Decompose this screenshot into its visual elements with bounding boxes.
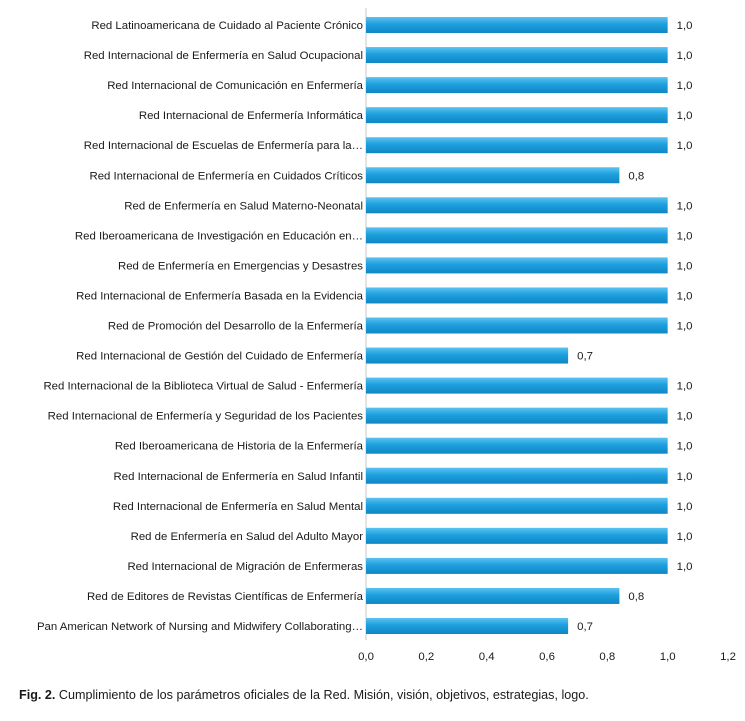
bar	[366, 437, 668, 454]
bar	[366, 77, 668, 94]
data-label: 0,8	[628, 591, 644, 603]
category-label: Red de Enfermería en Salud Materno-Neona…	[124, 200, 363, 212]
data-label: 1,0	[677, 50, 693, 62]
category-label: Red Internacional de Enfermería Basada e…	[76, 290, 364, 302]
data-label: 1,0	[677, 471, 693, 483]
bar	[366, 467, 668, 484]
bar	[366, 167, 620, 184]
category-label: Red Internacional de Enfermería en Cuida…	[89, 170, 363, 182]
figure-caption-label: Fig. 2.	[19, 688, 56, 702]
bars-group	[366, 17, 668, 634]
category-labels: Red Latinoamericana de Cuidado al Pacien…	[37, 20, 364, 633]
data-label: 1,0	[677, 20, 693, 32]
data-label: 1,0	[677, 260, 693, 272]
data-label: 0,8	[628, 170, 644, 182]
category-label: Red Internacional de Migración de Enferm…	[127, 561, 363, 573]
data-label: 1,0	[677, 230, 693, 242]
bar-chart: Red Latinoamericana de Cuidado al Pacien…	[37, 8, 736, 663]
data-label: 1,0	[677, 290, 693, 302]
data-label: 1,0	[677, 381, 693, 393]
data-label: 1,0	[677, 80, 693, 92]
x-tick-label: 0,4	[479, 651, 495, 663]
x-tick-label: 1,0	[660, 651, 676, 663]
data-label: 1,0	[677, 531, 693, 543]
category-label: Red Internacional de Enfermería Informát…	[139, 110, 364, 122]
bar	[366, 497, 668, 514]
bar	[366, 287, 668, 304]
category-label: Red Internacional de Enfermería y Seguri…	[48, 411, 364, 423]
category-label: Red Iberoamericana de Investigación en E…	[75, 230, 363, 242]
data-label: 0,7	[577, 351, 593, 363]
bar	[366, 197, 668, 214]
data-label: 1,0	[677, 140, 693, 152]
x-tick-labels: 0,0 0,2 0,4 0,6 0,8 1,0 1,2	[358, 651, 736, 663]
bar	[366, 557, 668, 574]
data-label: 1,0	[677, 441, 693, 453]
category-label: Red de Promoción del Desarrollo de la En…	[108, 321, 364, 333]
category-label: Red Internacional de la Biblioteca Virtu…	[43, 381, 363, 393]
figure-caption: Fig. 2. Cumplimiento de los parámetros o…	[19, 688, 589, 702]
data-label: 0,7	[577, 621, 593, 633]
bar	[366, 137, 668, 154]
category-label: Red Internacional de Enfermería en Salud…	[84, 50, 363, 62]
category-label: Red Internacional de Escuelas de Enferme…	[84, 140, 363, 152]
x-tick-label: 0,2	[418, 651, 434, 663]
category-label: Red Internacional de Gestión del Cuidado…	[76, 351, 364, 363]
bar	[366, 257, 668, 274]
bar	[366, 377, 668, 394]
bar	[366, 527, 668, 544]
x-tick-label: 0,0	[358, 651, 374, 663]
category-label: Red Internacional de Enfermería en Salud…	[114, 471, 363, 483]
category-label: Red Latinoamericana de Cuidado al Pacien…	[91, 20, 363, 32]
data-label: 1,0	[677, 411, 693, 423]
x-tick-label: 0,8	[599, 651, 615, 663]
category-label: Pan American Network of Nursing and Midw…	[37, 621, 363, 633]
bar	[366, 347, 569, 364]
data-label: 1,0	[677, 501, 693, 513]
category-label: Red Internacional de Enfermería en Salud…	[113, 501, 363, 513]
bar	[366, 227, 668, 244]
category-label: Red de Enfermería en Salud del Adulto Ma…	[131, 531, 364, 543]
category-label: Red de Editores de Revistas Científicas …	[87, 591, 364, 603]
x-tick-label: 0,6	[539, 651, 555, 663]
bar	[366, 587, 620, 604]
data-label: 1,0	[677, 321, 693, 333]
bar	[366, 407, 668, 424]
data-label: 1,0	[677, 561, 693, 573]
bar	[366, 17, 668, 33]
bar	[366, 47, 668, 64]
value-labels: 1,0 1,0 1,0 1,0 1,0 0,8 1,0 1,0 1,0 1,0 1,0 0,7 1,0 1…	[577, 20, 692, 633]
bar	[366, 317, 668, 334]
category-label: Red Iberoamericana de Historia de la Enf…	[115, 441, 364, 453]
category-label: Red de Enfermería en Emergencias y Desas…	[118, 260, 363, 272]
data-label: 1,0	[677, 110, 693, 122]
chart-canvas: Red Latinoamericana de Cuidado al Pacien…	[37, 8, 736, 663]
bar	[366, 107, 668, 124]
bar	[366, 618, 569, 634]
figure-caption-text: Cumplimiento de los parámetros oficiales…	[55, 688, 589, 702]
category-label: Red Internacional de Comunicación en Enf…	[107, 80, 363, 92]
data-label: 1,0	[677, 200, 693, 212]
x-tick-label: 1,2	[720, 651, 736, 663]
